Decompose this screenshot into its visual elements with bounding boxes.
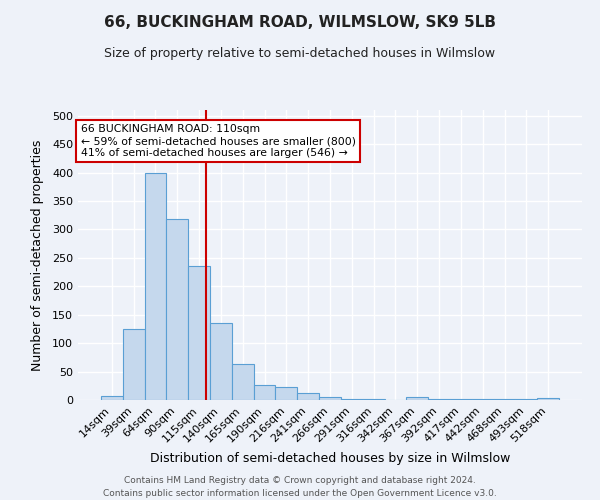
X-axis label: Distribution of semi-detached houses by size in Wilmslow: Distribution of semi-detached houses by …	[150, 452, 510, 465]
Bar	[275, 388, 297, 400]
Text: 66 BUCKINGHAM ROAD: 110sqm
← 59% of semi-detached houses are smaller (800)
41% o: 66 BUCKINGHAM ROAD: 110sqm ← 59% of semi…	[80, 124, 356, 158]
Bar	[406, 397, 428, 400]
Bar	[101, 396, 123, 400]
Bar	[341, 399, 363, 400]
Bar	[319, 397, 341, 400]
Bar	[232, 364, 254, 400]
Bar	[123, 329, 145, 400]
Text: 66, BUCKINGHAM ROAD, WILMSLOW, SK9 5LB: 66, BUCKINGHAM ROAD, WILMSLOW, SK9 5LB	[104, 15, 496, 30]
Bar	[166, 219, 188, 400]
Bar	[145, 172, 166, 400]
Bar	[188, 266, 210, 400]
Bar	[537, 398, 559, 400]
Text: Size of property relative to semi-detached houses in Wilmslow: Size of property relative to semi-detach…	[104, 48, 496, 60]
Bar	[297, 392, 319, 400]
Bar	[254, 385, 275, 400]
Y-axis label: Number of semi-detached properties: Number of semi-detached properties	[31, 140, 44, 370]
Bar	[210, 323, 232, 400]
Text: Contains HM Land Registry data © Crown copyright and database right 2024.
Contai: Contains HM Land Registry data © Crown c…	[103, 476, 497, 498]
